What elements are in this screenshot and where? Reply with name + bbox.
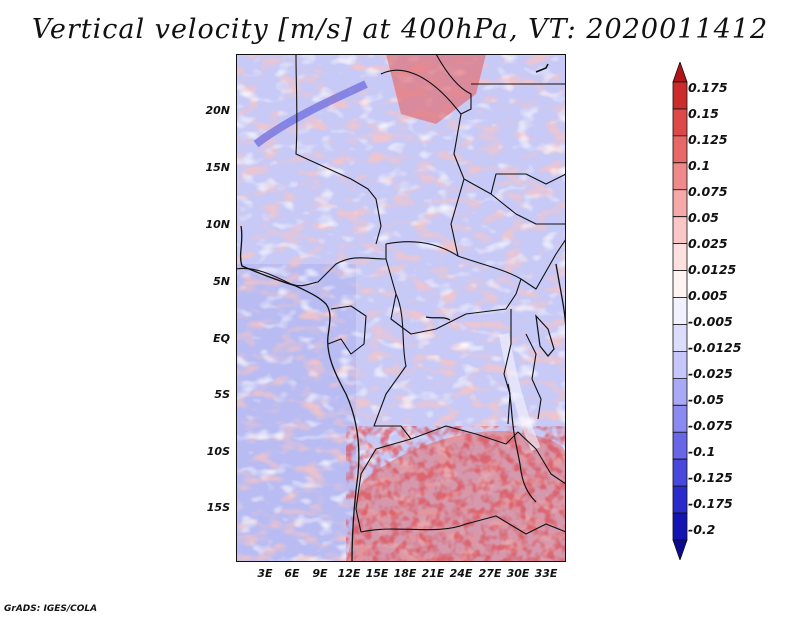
colorbar-label: 0.005 bbox=[688, 288, 728, 303]
colorbar-swatch bbox=[672, 62, 688, 83]
colorbar-swatch bbox=[672, 324, 688, 352]
downward-band-north bbox=[253, 80, 368, 148]
colorbar-label: -0.175 bbox=[688, 496, 733, 511]
colorbar-swatch bbox=[672, 297, 688, 325]
lon-label: 24E bbox=[449, 567, 473, 580]
colorbar-swatch bbox=[672, 485, 688, 514]
colorbar-label: 0.1 bbox=[688, 158, 711, 173]
colorbar-swatch bbox=[672, 377, 688, 406]
coastline bbox=[239, 225, 360, 562]
lon-label: 30E bbox=[506, 567, 530, 580]
lat-label: 10S bbox=[206, 445, 230, 458]
lon-label: 6E bbox=[284, 567, 300, 580]
grads-credit: GrADS: IGES/COLA bbox=[4, 604, 98, 614]
colorbar-swatch bbox=[672, 108, 688, 137]
lon-label: 9E bbox=[312, 567, 328, 580]
map-frame bbox=[236, 54, 566, 562]
plot-title: Vertical velocity [m/s] at 400hPa, VT: 2… bbox=[31, 14, 769, 45]
colorbar-label: -0.05 bbox=[688, 392, 725, 407]
colorbar-label: 0.0125 bbox=[688, 262, 737, 277]
colorbar-label: 0.15 bbox=[688, 106, 719, 121]
colorbar-swatch bbox=[672, 162, 688, 191]
colorbar-swatch bbox=[672, 270, 688, 298]
colorbar-swatch bbox=[672, 458, 688, 487]
lakes bbox=[425, 314, 555, 503]
colorbar-label: 0.175 bbox=[688, 80, 728, 95]
lon-label: 18E bbox=[393, 567, 417, 580]
lat-label: EQ bbox=[213, 332, 230, 345]
colorbar-label: -0.1 bbox=[688, 444, 716, 459]
colorbar-swatch bbox=[672, 404, 688, 433]
colorbar-swatch bbox=[672, 512, 688, 541]
colorbar-swatch bbox=[672, 189, 688, 218]
lat-label: 5S bbox=[214, 388, 230, 401]
colorbar-label: 0.125 bbox=[688, 132, 728, 147]
colorbar-label: 0.025 bbox=[688, 236, 728, 251]
colorbar-swatch bbox=[672, 539, 688, 560]
east-coast-streak bbox=[499, 333, 541, 451]
map-panel bbox=[236, 54, 566, 562]
colorbar-label: -0.075 bbox=[688, 418, 733, 433]
colorbar-label: -0.005 bbox=[688, 314, 733, 329]
lon-label: 21E bbox=[421, 567, 445, 580]
lat-label: 20N bbox=[205, 104, 230, 117]
sinai-coast bbox=[535, 63, 549, 73]
lon-label: 12E bbox=[337, 567, 361, 580]
lat-label: 15N bbox=[205, 161, 230, 174]
colorbar-swatch bbox=[672, 81, 688, 110]
colorbar-label: -0.0125 bbox=[688, 340, 742, 355]
colorbar-label: -0.025 bbox=[688, 366, 733, 381]
colorbar-label: -0.2 bbox=[688, 522, 716, 537]
colorbar-swatch bbox=[672, 135, 688, 164]
colorbar-swatch bbox=[672, 216, 688, 245]
lat-label: 15S bbox=[206, 501, 230, 514]
lon-label: 3E bbox=[257, 567, 273, 580]
lon-label: 33E bbox=[534, 567, 558, 580]
colorbar-label: 0.05 bbox=[688, 210, 719, 225]
colorbar-swatch bbox=[672, 431, 688, 460]
colorbar-label: -0.125 bbox=[688, 470, 733, 485]
lon-label: 27E bbox=[478, 567, 502, 580]
lat-label: 10N bbox=[205, 218, 230, 231]
lat-label: 5N bbox=[213, 275, 230, 288]
colorbar-label: 0.075 bbox=[688, 184, 728, 199]
colorbar-swatch bbox=[672, 243, 688, 271]
colorbar bbox=[672, 62, 688, 560]
colorbar-swatch bbox=[672, 351, 688, 379]
lon-label: 15E bbox=[365, 567, 389, 580]
upward-motion-north bbox=[386, 54, 486, 124]
